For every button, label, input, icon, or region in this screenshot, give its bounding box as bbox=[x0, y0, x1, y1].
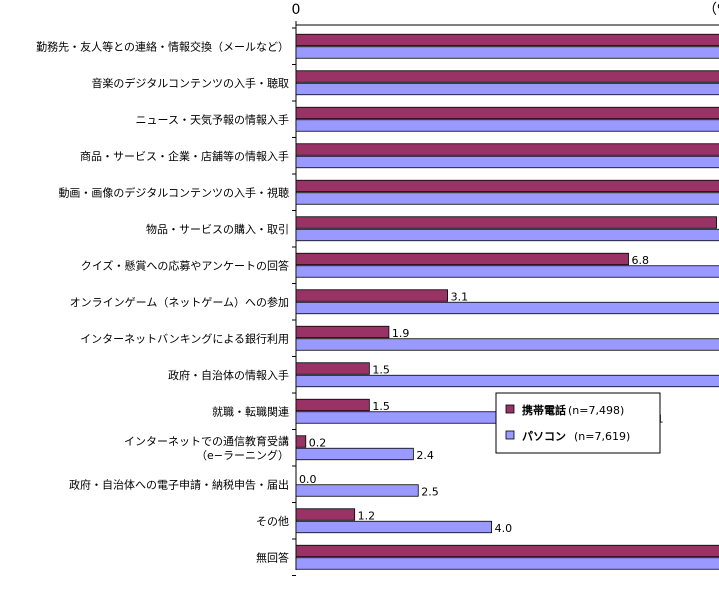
category-label: 政府・自治体への電子申請・納税申告・届出 bbox=[69, 477, 289, 491]
bar-pc bbox=[295, 447, 414, 461]
bar-mobile bbox=[295, 362, 370, 375]
legend-entry: パソコン (n=7,619) bbox=[522, 430, 630, 443]
category-label: その他 bbox=[256, 515, 289, 528]
value-label-mobile: 6.8 bbox=[632, 254, 650, 267]
category-label: 無回答 bbox=[256, 550, 289, 564]
value-label-pc: 4.0 bbox=[495, 522, 512, 535]
legend-entry: 携帯電話 (n=7,498) bbox=[522, 403, 624, 417]
value-label-mobile: 1.2 bbox=[358, 509, 376, 522]
category-label-line: （e−ラーニング） bbox=[196, 448, 289, 462]
unit-label: （%） bbox=[703, 2, 719, 18]
bar-mobile bbox=[295, 70, 719, 83]
bar-mobile bbox=[295, 435, 307, 448]
value-label-mobile: 0.2 bbox=[309, 436, 327, 449]
value-label-mobile: 3.1 bbox=[451, 290, 469, 303]
legend-n-label: (n=7,619) bbox=[574, 430, 630, 443]
bar-pc bbox=[295, 46, 719, 59]
category-label: 政府・自治体の情報入手 bbox=[168, 368, 289, 382]
value-label-mobile: 0.0 bbox=[299, 473, 317, 486]
category-label: インターネットバンキングによる銀行利用 bbox=[80, 331, 289, 345]
category-label: オンラインゲーム（ネットゲーム）への参加 bbox=[70, 295, 289, 309]
legend: 携帯電話 (n=7,498)パソコン (n=7,619) bbox=[495, 392, 661, 454]
bar-mobile bbox=[295, 33, 719, 47]
bar-mobile bbox=[295, 252, 629, 266]
labels-layer: 勤務先・友人等との連絡・情報交換（メールなど）69.554.4音楽のデジタルコン… bbox=[36, 39, 664, 564]
bar-mobile bbox=[295, 179, 719, 193]
category-label: 就職・転職関連 bbox=[212, 404, 289, 418]
bar-pc bbox=[295, 557, 719, 570]
bar-pc bbox=[295, 265, 719, 278]
value-label-pc: 2.5 bbox=[421, 485, 439, 498]
bar-pc bbox=[295, 374, 719, 388]
bar-pc bbox=[295, 228, 719, 242]
bar-pc bbox=[295, 520, 493, 534]
category-label: 物品・サービスの購入・取引 bbox=[146, 222, 289, 236]
bar-pc bbox=[295, 119, 719, 132]
bar-pc bbox=[295, 82, 719, 96]
bar-pc bbox=[295, 338, 719, 351]
bar-mobile bbox=[295, 216, 717, 229]
value-label-mobile: 1.5 bbox=[372, 400, 390, 413]
value-label-mobile: 1.5 bbox=[372, 363, 390, 376]
category-label-line: インターネットでの通信教育受講 bbox=[124, 434, 289, 448]
bar-pc bbox=[295, 192, 719, 205]
category-label: クイズ・懸賞への応募やアンケートの回答 bbox=[81, 258, 289, 272]
bars-layer bbox=[295, 33, 719, 570]
legend-n-label: (n=7,498) bbox=[568, 404, 624, 417]
category-label: 勤務先・友人等との連絡・情報交換（メールなど） bbox=[36, 39, 289, 53]
category-label: 商品・サービス・企業・店舗等の情報入手 bbox=[80, 149, 289, 163]
category-label: インターネットでの通信教育受講（e−ラーニング） bbox=[124, 434, 289, 462]
legend-series-name: パソコン bbox=[522, 430, 566, 443]
bar-pc bbox=[295, 484, 419, 497]
bar-mobile bbox=[295, 106, 719, 120]
legend-box bbox=[495, 392, 661, 454]
bar-pc bbox=[295, 301, 719, 315]
legend-swatch bbox=[505, 430, 515, 440]
bar-mobile bbox=[295, 325, 390, 339]
bar-mobile bbox=[295, 289, 448, 302]
x-tick-label: 0 bbox=[292, 2, 301, 18]
bar-mobile bbox=[295, 143, 719, 156]
category-label: 動画・画像のデジタルコンテンツの入手・視聴 bbox=[58, 185, 289, 199]
category-label: 音楽のデジタルコンテンツの入手・聴取 bbox=[91, 76, 289, 90]
bar-mobile bbox=[295, 398, 370, 412]
value-label-mobile: 1.9 bbox=[392, 327, 410, 340]
category-label: ニュース・天気予報の情報入手 bbox=[136, 112, 289, 126]
bar-mobile bbox=[295, 544, 719, 558]
value-label-pc: 2.4 bbox=[416, 449, 434, 462]
bar-pc bbox=[295, 155, 719, 169]
legend-series-name: 携帯電話 bbox=[522, 403, 566, 417]
legend-swatch bbox=[505, 404, 515, 414]
bar-mobile bbox=[295, 508, 356, 521]
